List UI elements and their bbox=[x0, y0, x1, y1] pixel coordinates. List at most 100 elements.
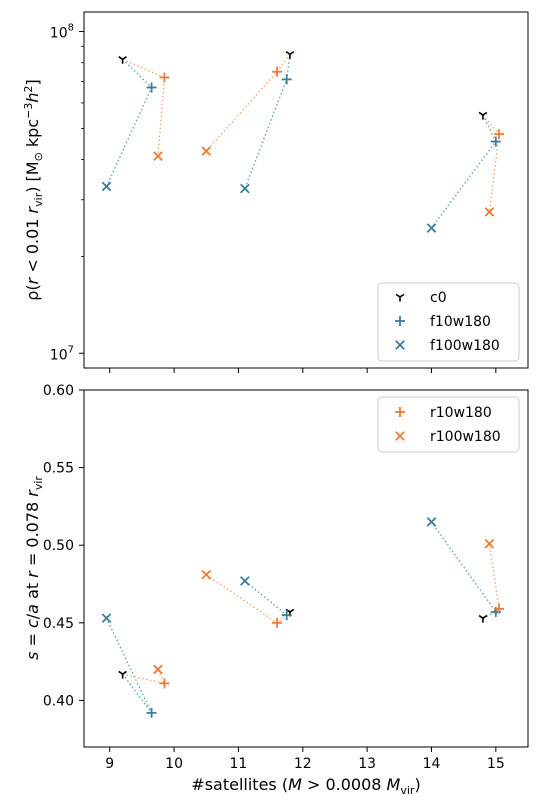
top-f100w180-point-2 bbox=[426, 223, 437, 233]
bottom-r100w180-point-0 bbox=[153, 664, 163, 675]
top-legend-label-f100w180: f100w180 bbox=[430, 338, 500, 354]
bottom-plot-marks bbox=[101, 517, 505, 718]
top-f-link-2 bbox=[430, 114, 497, 229]
bottom-legend: r10w180 r100w180 bbox=[377, 396, 520, 453]
top-f10w180-point-2 bbox=[490, 136, 501, 147]
top-f100w180-point-0-d2 bbox=[101, 181, 112, 192]
bottom-y-tick-label-4: 0.60 bbox=[43, 383, 74, 399]
bottom-f10w180-point-1 bbox=[281, 610, 292, 621]
top-legend-label-c0: c0 bbox=[430, 290, 447, 306]
top-f100w180-point-0 bbox=[101, 181, 112, 192]
top-r10w180-point-0 bbox=[159, 72, 170, 83]
bottom-x-tick-label-1: 10 bbox=[165, 756, 183, 772]
bottom-c0-point-2-right bbox=[482, 614, 488, 619]
bottom-y-ticks: 0.40 0.45 0.50 0.55 0.60 bbox=[43, 383, 84, 709]
bottom-y-tick-label-2: 0.50 bbox=[43, 538, 74, 554]
top-c0-point-0 bbox=[118, 55, 127, 64]
bottom-r100w180-point-2-d2 bbox=[484, 538, 495, 549]
x-axis-label: #satellites (M > 0.0008 Mvir) bbox=[191, 775, 420, 797]
bottom-c0-point-1-left bbox=[285, 608, 291, 613]
top-r10w180-point-1 bbox=[272, 66, 283, 77]
bottom-x-tick-label-6: 15 bbox=[487, 756, 505, 772]
bottom-legend-marker-r100w180-d2 bbox=[395, 431, 405, 441]
bottom-f100w180-point-2 bbox=[426, 517, 437, 527]
top-legend-label-f10w180: f10w180 bbox=[430, 314, 491, 330]
top-legend-marker-c0-left bbox=[395, 293, 401, 298]
top-legend-marker-c0 bbox=[395, 293, 405, 302]
bottom-legend-marker-r100w180 bbox=[395, 431, 405, 441]
bottom-x-tick-label-4: 13 bbox=[358, 756, 376, 772]
top-c0-point-2 bbox=[478, 111, 488, 120]
top-f10w180-point-0 bbox=[146, 82, 157, 93]
bottom-c0-point-0-left bbox=[118, 670, 124, 675]
bottom-legend-label-r100w180: r100w180 bbox=[430, 429, 501, 445]
bottom-f100w180-point-0-d2 bbox=[101, 613, 112, 624]
top-f100w180-point-2-d2 bbox=[426, 223, 437, 233]
bottom-plot-frame bbox=[83, 389, 529, 748]
bottom-r-link-0 bbox=[122, 669, 166, 685]
top-plot-marks bbox=[101, 50, 505, 233]
top-legend-marker-f100w180-d2 bbox=[395, 340, 405, 350]
top-c0-point-2-right bbox=[482, 111, 488, 116]
bottom-legend-marker-r10w180 bbox=[395, 407, 405, 417]
bottom-x-tick-label-5: 14 bbox=[423, 756, 441, 772]
top-r100w180-point-1 bbox=[201, 146, 212, 156]
bottom-panel: 0.40 0.45 0.50 0.55 0.60 9 10 11 12 13 14 15 s = c… bbox=[23, 383, 529, 797]
bottom-c0-point-0-right bbox=[122, 670, 127, 675]
bottom-x-tick-label-3: 12 bbox=[294, 756, 312, 772]
top-x-ticks bbox=[109, 368, 497, 373]
bottom-f-link-1 bbox=[244, 580, 291, 616]
top-panel: 107 108 ρ(r < 0.01 rvir) [M⊙ kpc−3h2] c0 f… bbox=[22, 11, 529, 373]
bottom-r100w180-point-1 bbox=[201, 569, 212, 580]
bottom-c0-point-0 bbox=[118, 670, 127, 679]
top-c0-point-1 bbox=[285, 50, 295, 59]
top-r10w180-point-2 bbox=[494, 129, 505, 140]
bottom-f100w180-point-0 bbox=[101, 613, 112, 624]
bottom-y-axis-label: s = c/a at r = 0.078 rvir bbox=[23, 476, 45, 660]
bottom-y-tick-label-3: 0.55 bbox=[43, 461, 74, 477]
top-c0-point-1-right bbox=[289, 50, 295, 55]
top-c0-point-2-left bbox=[478, 111, 484, 116]
top-r-link-2 bbox=[482, 114, 500, 213]
bottom-f100w180-point-2-d2 bbox=[426, 517, 437, 527]
bottom-r10w180-point-1 bbox=[272, 617, 283, 628]
top-y-ticks: 107 108 bbox=[50, 23, 84, 363]
top-r100w180-point-2-d2 bbox=[484, 207, 495, 217]
bottom-f100w180-point-1 bbox=[240, 576, 250, 586]
bottom-r100w180-point-1-d2 bbox=[201, 569, 212, 580]
top-y-tick-label-0: 107 bbox=[50, 344, 74, 363]
top-legend: c0 f10w180 f100w180 bbox=[377, 282, 520, 362]
top-y-tick-label-1: 108 bbox=[50, 23, 74, 42]
top-r100w180-point-2 bbox=[484, 207, 495, 217]
bottom-r100w180-point-2 bbox=[484, 538, 495, 549]
top-r100w180-point-1-d2 bbox=[201, 146, 212, 156]
bottom-r10w180-point-2 bbox=[494, 603, 505, 614]
top-f100w180-point-1 bbox=[240, 183, 250, 194]
top-f100w180-point-1-d2 bbox=[240, 183, 250, 194]
bottom-legend-label-r10w180: r10w180 bbox=[430, 405, 492, 421]
bottom-r100w180-point-0-d2 bbox=[153, 664, 163, 675]
bottom-c0-point-2-left bbox=[478, 614, 484, 619]
bottom-legend-box bbox=[377, 396, 520, 453]
top-f-link-1 bbox=[244, 54, 291, 189]
bottom-x-tick-label-2: 11 bbox=[230, 756, 248, 772]
bottom-f10w180-point-0 bbox=[146, 707, 157, 718]
top-c0-point-1-left bbox=[285, 50, 291, 55]
top-f-link-0 bbox=[105, 58, 153, 187]
bottom-r-link-1 bbox=[205, 574, 291, 624]
bottom-y-tick-label-0: 0.40 bbox=[43, 693, 74, 709]
top-legend-box bbox=[377, 282, 520, 362]
top-r-link-1 bbox=[205, 53, 291, 152]
bottom-x-ticks: 9 10 11 12 13 14 15 bbox=[105, 747, 505, 772]
bottom-c0-point-2 bbox=[478, 614, 488, 623]
top-r-link-0 bbox=[122, 58, 166, 157]
top-f10w180-point-1 bbox=[281, 74, 292, 85]
bottom-x-tick-label-0: 9 bbox=[105, 756, 114, 772]
bottom-f-link-2 bbox=[430, 521, 497, 619]
bottom-c0-point-1-right bbox=[289, 608, 295, 613]
top-plot-frame bbox=[83, 11, 529, 369]
top-r100w180-point-0 bbox=[153, 151, 163, 161]
top-legend-marker-f10w180 bbox=[395, 316, 405, 326]
top-legend-marker-c0-right bbox=[399, 293, 405, 298]
